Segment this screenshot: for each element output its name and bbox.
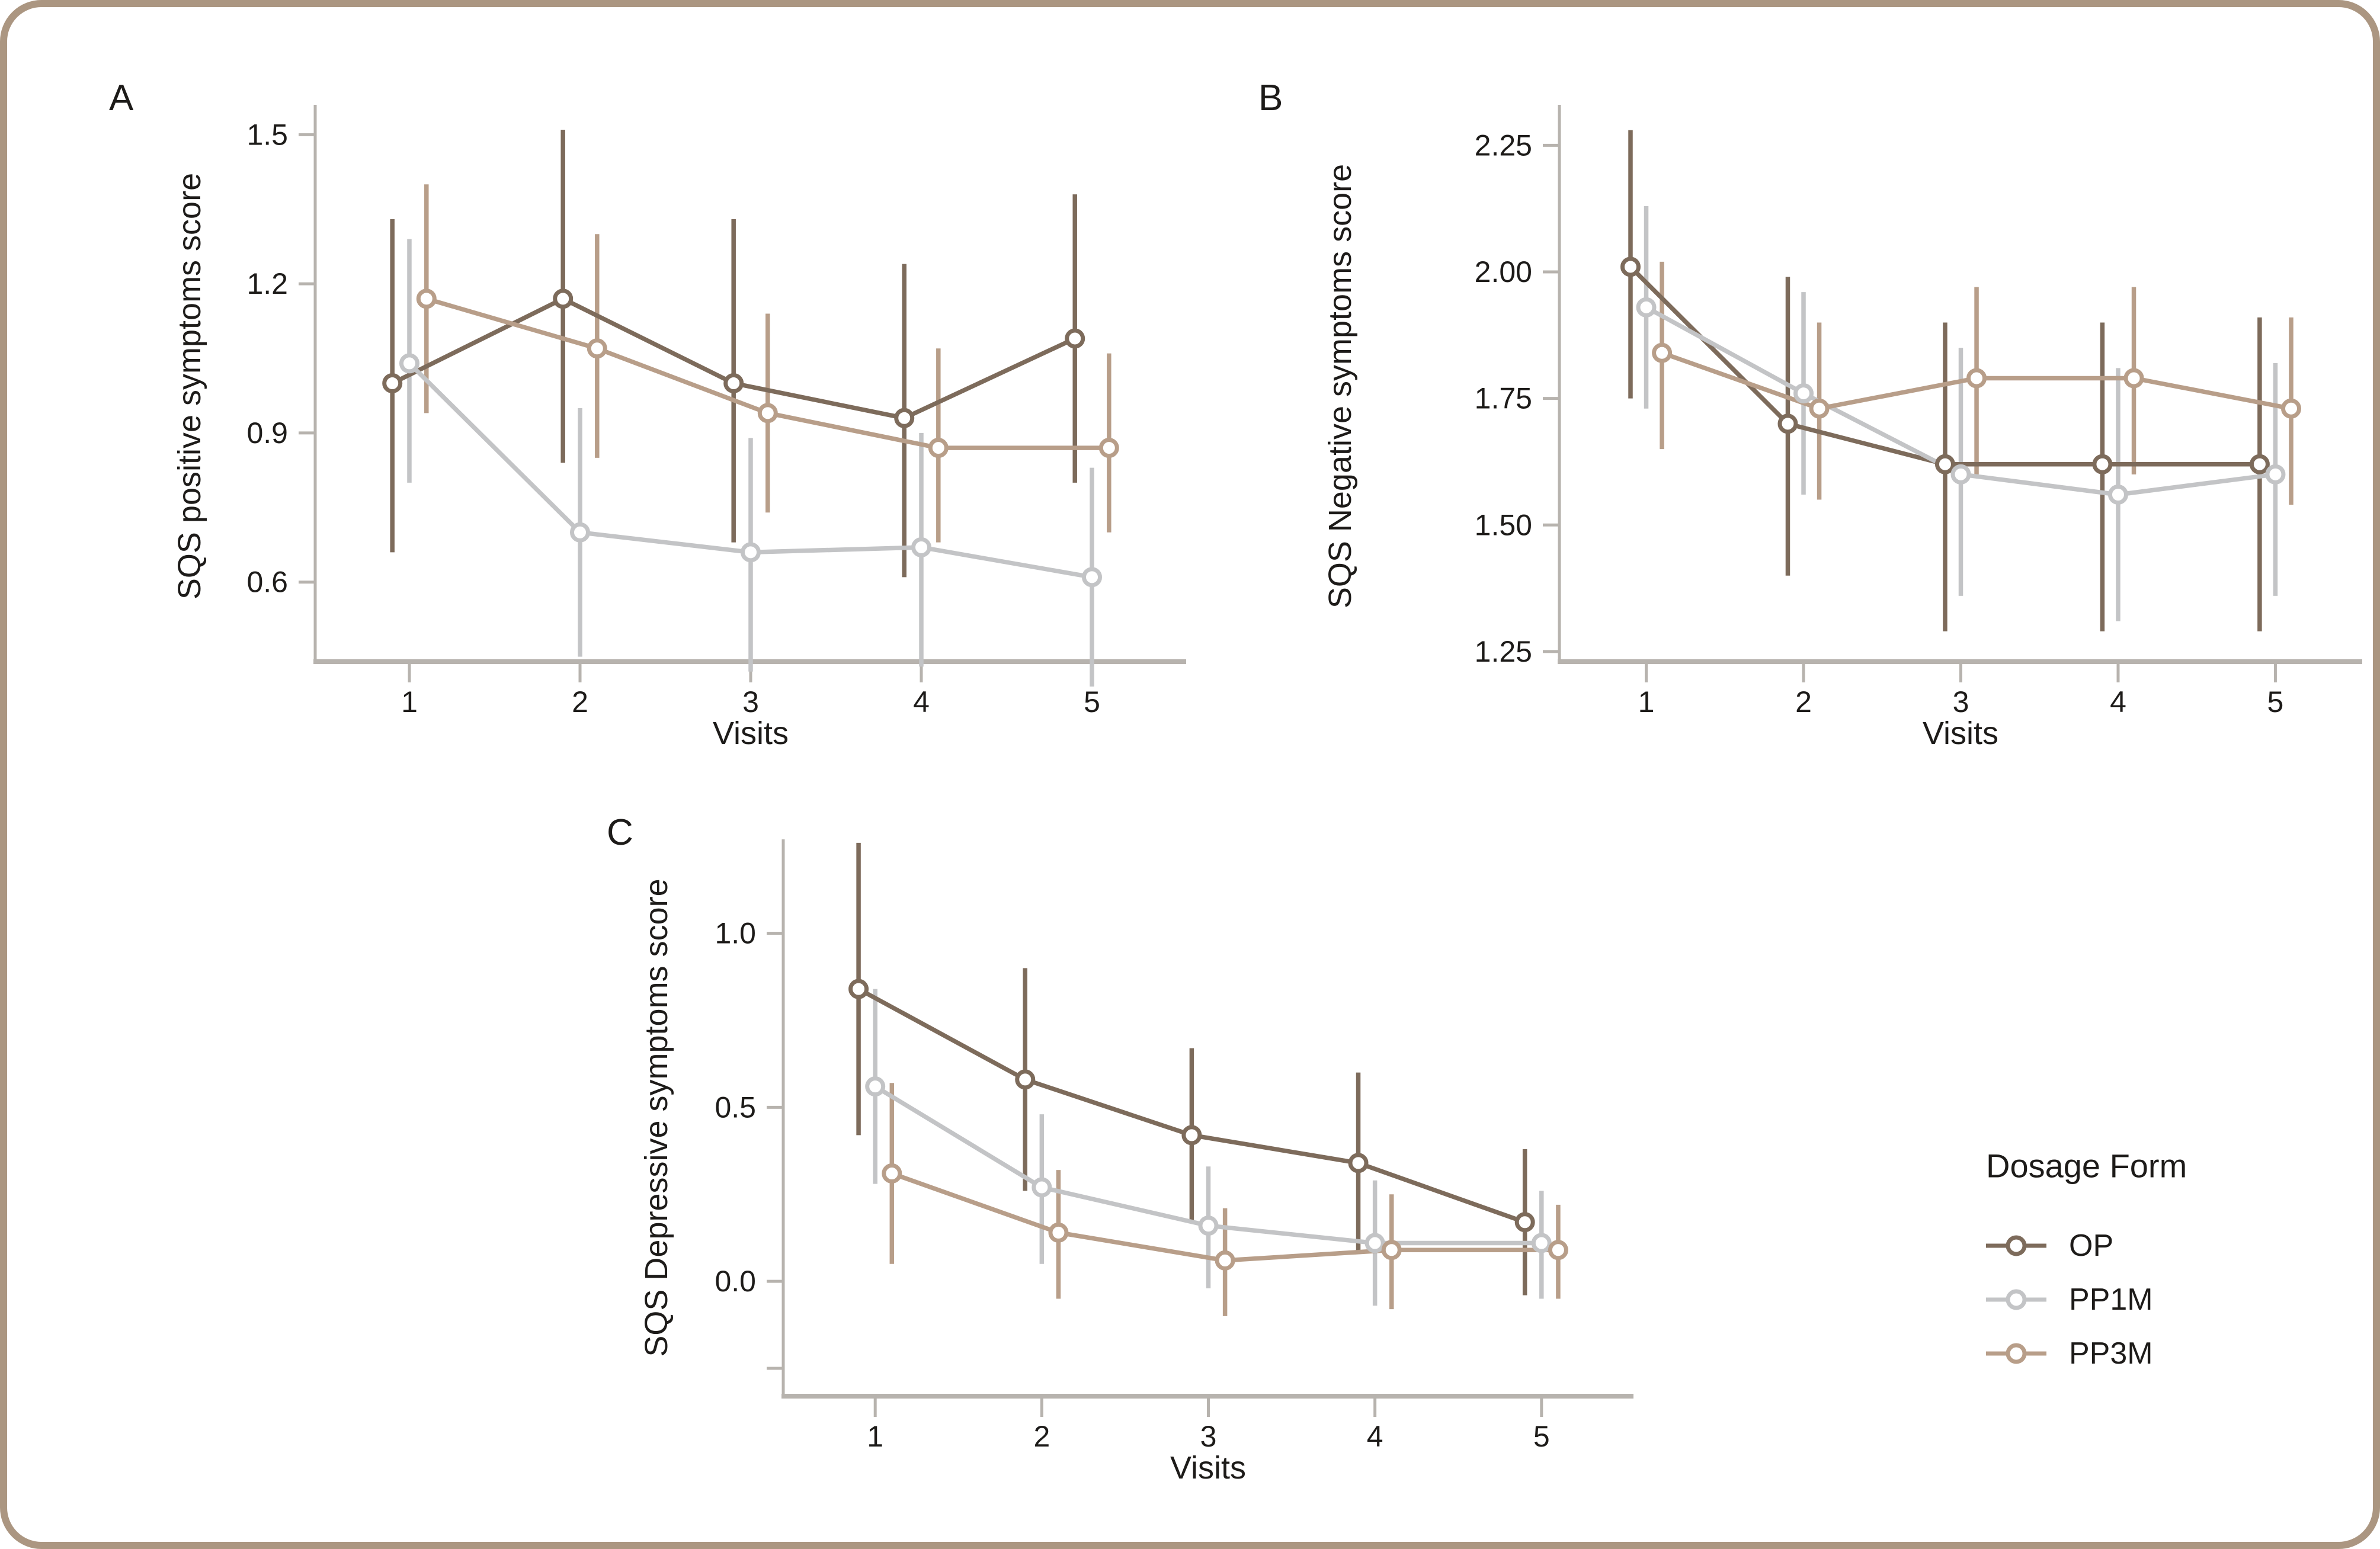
panel-a-y-axis-label: SQS positive symptoms score (172, 172, 207, 600)
panel-c-x-axis-label: Visits (1170, 1450, 1247, 1486)
svg-text:1.50: 1.50 (1475, 508, 1532, 541)
svg-text:1: 1 (867, 1420, 883, 1453)
charts-canvas: 1.5 1.2 0.9 0.6 1 2 3 4 5 2.25 2.00 1.75 1.50 1.25 1 2 3… (246, 105, 2362, 1453)
svg-text:5: 5 (1533, 1420, 1550, 1453)
panel-b-letter: B (1258, 78, 1283, 118)
panel-a-x-axis-label: Visits (712, 716, 789, 751)
svg-text:5: 5 (1084, 685, 1100, 719)
svg-text:2: 2 (572, 685, 588, 719)
svg-text:2.00: 2.00 (1475, 255, 1532, 288)
legend-title: Dosage Form (1986, 1147, 2187, 1185)
svg-text:4: 4 (913, 685, 930, 719)
panel-b-y-axis-label: SQS Negative symptoms score (1322, 163, 1358, 609)
svg-text:1: 1 (1638, 685, 1655, 719)
panel-c-y-axis-label: SQS Depressive symptoms score (639, 878, 674, 1357)
svg-text:2.25: 2.25 (1475, 129, 1532, 162)
svg-text:3: 3 (1953, 685, 1969, 719)
svg-text:0.6: 0.6 (246, 566, 288, 599)
svg-text:4: 4 (1367, 1420, 1383, 1453)
svg-text:5: 5 (2267, 685, 2284, 719)
svg-text:3: 3 (742, 685, 759, 719)
svg-text:2: 2 (1795, 685, 1812, 719)
panel-c-letter: C (607, 812, 633, 853)
legend-item-pp1m-label: PP1M (2069, 1282, 2153, 1317)
legend-item-op-label: OP (2069, 1229, 2114, 1263)
svg-text:1.75: 1.75 (1475, 382, 1532, 415)
legend-item-pp3m-label: PP3M (2069, 1336, 2153, 1371)
svg-text:3: 3 (1200, 1420, 1217, 1453)
panel-b-x-axis-label: Visits (1922, 716, 1999, 751)
svg-text:0.0: 0.0 (715, 1265, 756, 1298)
svg-text:0.5: 0.5 (715, 1091, 756, 1124)
svg-text:1.5: 1.5 (246, 118, 288, 151)
svg-text:1.25: 1.25 (1475, 635, 1532, 668)
svg-text:1: 1 (401, 685, 418, 719)
svg-text:2: 2 (1033, 1420, 1050, 1453)
svg-text:4: 4 (2110, 685, 2126, 719)
svg-text:0.9: 0.9 (246, 416, 288, 450)
svg-text:1.0: 1.0 (715, 917, 756, 950)
svg-text:1.2: 1.2 (246, 267, 288, 300)
panel-a-letter: A (109, 78, 134, 118)
